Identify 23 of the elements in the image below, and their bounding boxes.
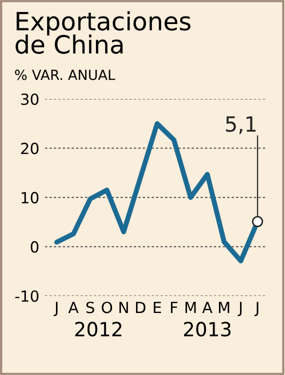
x-tick-label: J (238, 302, 242, 316)
x-tick-label: J (54, 302, 58, 316)
data-label: 5,1 (226, 116, 256, 134)
x-tick-label: E (154, 302, 161, 314)
x-tick-label: N (119, 302, 128, 314)
x-tick-label: M (218, 302, 230, 314)
y-tick-label: 30 (21, 93, 38, 106)
x-tick-label: A (68, 302, 79, 314)
x-tick-label: D (136, 302, 146, 314)
x-tick-label: F (170, 302, 178, 314)
y-tick-label: 0 (30, 241, 38, 253)
text: 2012 (75, 322, 122, 337)
y-tick-label: 10 (22, 192, 38, 204)
x-tick-label: J (254, 302, 258, 316)
y-tick-label: 20 (21, 142, 38, 154)
x-tick-label: A (202, 302, 212, 314)
text: 2013 (184, 322, 231, 337)
x-tick-label: M (186, 302, 196, 314)
x-tick-label: S (86, 302, 94, 314)
x-tick-label: O (102, 302, 112, 314)
chart-subtitle: % VAR. ANUAL (15, 70, 116, 80)
chart-title: Exportaciones de China (16, 11, 190, 54)
y-tick-label: -10 (15, 290, 38, 302)
